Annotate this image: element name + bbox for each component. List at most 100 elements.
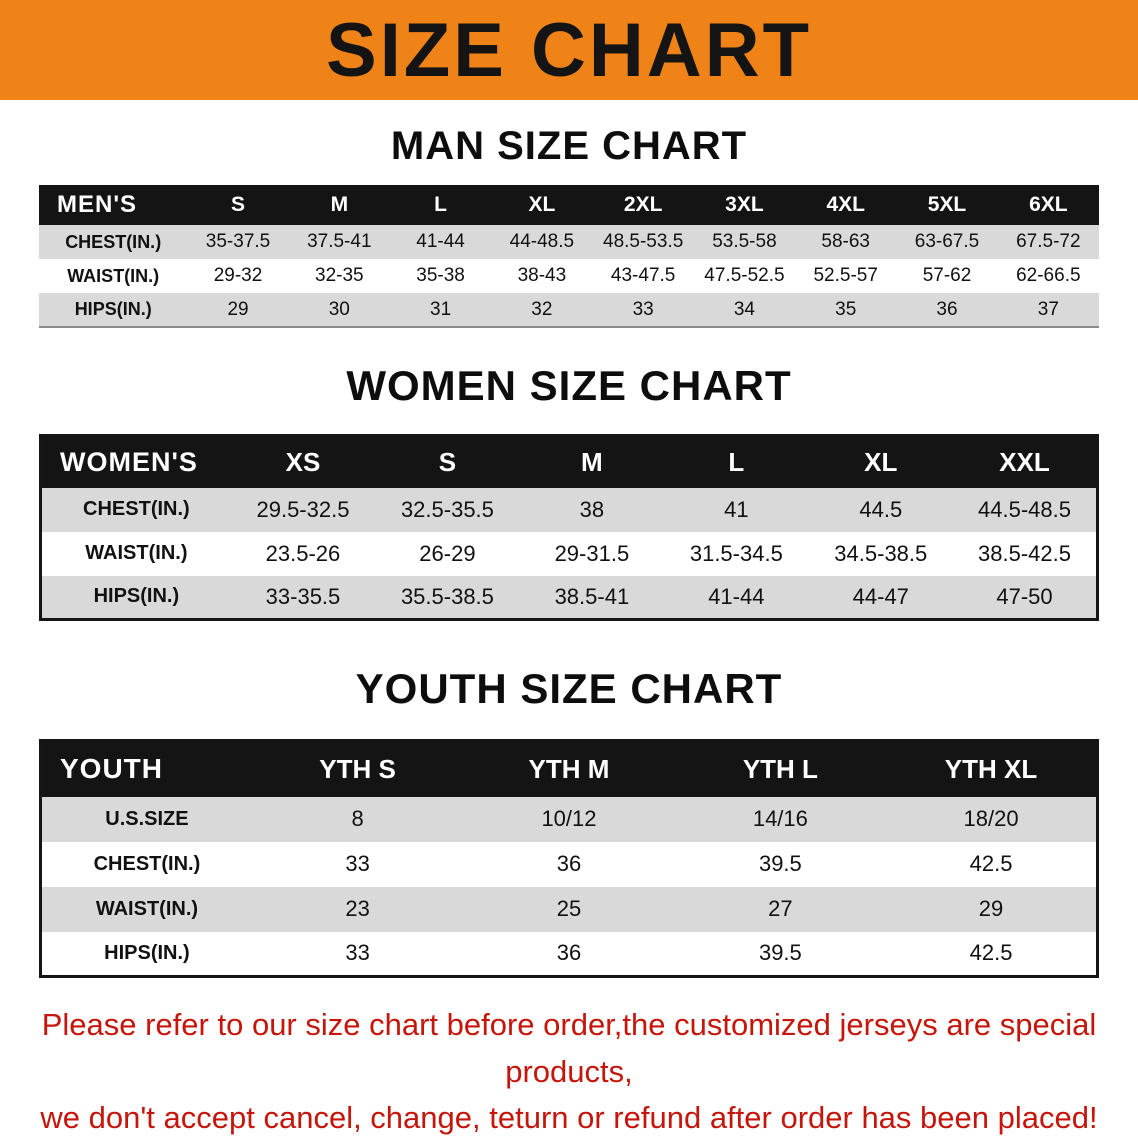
row-label: CHEST(IN.) [83,498,190,520]
table-cell: 43-47.5 [610,265,676,286]
row-label: WAIST(IN.) [95,897,199,920]
table-cell: 37.5-41 [307,231,372,252]
table-row: WAIST(IN.) 29-32 32-35 35-38 38-43 43-47.5 47.… [39,259,1099,293]
size-column-header: YTH L [674,740,887,797]
size-column-header: 5XL [896,185,998,225]
table-cell: 36 [556,940,582,966]
table-corner-label: YOUTH [40,740,252,797]
size-column-header: 3XL [693,185,796,225]
table-cell: 29.5-32.5 [256,496,350,522]
table-cell: 47-50 [996,583,1053,609]
table-cell: 44.5-48.5 [978,496,1071,522]
table-cell: 41 [724,496,749,522]
page-title: SIZE CHART [326,7,812,93]
table-cell: 38-43 [517,265,567,286]
table-cell: 47.5-52.5 [704,265,785,286]
table-cell: 41-44 [416,231,465,252]
row-label: WAIST(IN.) [67,265,160,286]
table-cell: 38 [579,496,605,522]
table-cell: 23.5-26 [265,540,341,566]
table-cell: 8 [351,806,364,831]
table-row: CHEST(IN.) 29.5-32.5 32.5-35.5 38 41 44.5 44.5… [40,487,1098,532]
size-column-header: M [519,435,665,488]
row-label: HIPS(IN.) [104,941,190,964]
table-header-row: MEN'S S M L XL 2XL 3XL 4XL 5XL 6XL [39,185,1099,225]
table-cell: 62-66.5 [1016,265,1081,286]
table-cell: 33 [632,298,654,320]
table-cell: 35 [835,298,857,320]
women-section-heading: WOMEN SIZE CHART [346,362,792,409]
table-header-row: WOMEN'S XS S M L XL XXL [40,435,1098,488]
table-row: HIPS(IN.) 29 30 31 32 33 34 35 36 37 [39,293,1099,327]
table-cell: 53.5-58 [712,231,777,252]
table-cell: 14/16 [752,806,808,831]
table-row: WAIST(IN.) 23 25 27 29 [40,886,1098,932]
size-column-header: 4XL [795,185,897,225]
size-column-header: XXL [953,435,1098,488]
table-cell: 33-35.5 [265,583,341,609]
men-size-table: MEN'S S M L XL 2XL 3XL 4XL 5XL 6XL CHEST(IN.) 35-37… [39,185,1099,328]
disclaimer-line-1: Please refer to our size chart before or… [41,1007,1097,1089]
size-column-header: L [664,435,809,488]
table-cell: 35-38 [416,265,465,286]
table-cell: 32 [531,298,553,320]
size-column-header: XL [808,435,954,488]
disclaimer-line-2: we don't accept cancel, change, teturn o… [40,1100,1098,1135]
table-cell: 52.5-57 [813,265,878,286]
table-cell: 23 [345,896,370,921]
size-column-header: M [288,185,390,225]
table-cell: 31 [430,298,452,320]
table-cell: 44-47 [852,583,909,609]
table-cell: 67.5-72 [1016,231,1081,252]
table-cell: 29 [978,896,1004,921]
size-column-header: YTH S [251,740,464,797]
table-cell: 42.5 [969,851,1013,876]
table-cell: 44-48.5 [509,231,575,252]
table-cell: 34.5-38.5 [834,540,928,566]
table-cell: 25 [556,896,582,921]
men-section-heading: MAN SIZE CHART [390,124,748,168]
row-label: HIPS(IN.) [93,585,180,608]
row-label: CHEST(IN.) [65,231,162,252]
size-column-header: S [375,435,520,488]
size-column-header: 2XL [592,185,694,225]
table-cell: 31.5-34.5 [689,540,783,566]
size-column-header: 6XL [997,185,1099,225]
table-cell: 33 [345,940,370,966]
table-cell: 18/20 [963,806,1019,831]
row-label: CHEST(IN.) [93,852,201,875]
table-cell: 63-67.5 [914,231,980,252]
table-cell: 35-37.5 [205,231,271,252]
table-cell: 32.5-35.5 [400,496,494,522]
table-cell: 36 [936,298,958,320]
table-cell: 29 [227,298,249,320]
youth-section-heading: YOUTH SIZE CHART [355,665,783,712]
row-label: WAIST(IN.) [85,542,188,564]
disclaimer-text: Please refer to our size chart before or… [0,1002,1138,1142]
table-cell: 58-63 [821,231,871,252]
size-column-header: L [389,185,492,225]
size-column-header: YTH XL [886,740,1098,797]
row-label: HIPS(IN.) [74,299,152,319]
table-cell: 30 [328,298,350,320]
table-cell: 44.5 [859,496,903,522]
table-header-row: YOUTH YTH S YTH M YTH L YTH XL [40,740,1098,797]
table-cell: 32-35 [315,265,364,286]
banner: SIZE CHART [0,0,1138,100]
table-cell: 35.5-38.5 [400,583,494,609]
size-column-header: YTH M [463,740,675,797]
size-column-header: XS [230,435,376,488]
table-cell: 48.5-53.5 [603,231,684,252]
table-cell: 36 [556,851,582,876]
table-cell: 29-32 [213,265,263,286]
women-size-table: WOMEN'S XS S M L XL XXL CHEST(IN.) 29.5-32.5 32.5… [39,434,1099,621]
table-cell: 39.5 [758,940,802,966]
table-cell: 41-44 [708,583,765,609]
table-row: CHEST(IN.) 33 36 39.5 42.5 [40,841,1098,887]
table-cell: 29-31.5 [554,540,630,566]
table-cell: 10/12 [541,806,597,831]
size-column-header: XL [491,185,593,225]
table-row: CHEST(IN.) 35-37.5 37.5-41 41-44 44-48.5 48.5… [39,225,1099,259]
table-cell: 42.5 [969,940,1013,966]
